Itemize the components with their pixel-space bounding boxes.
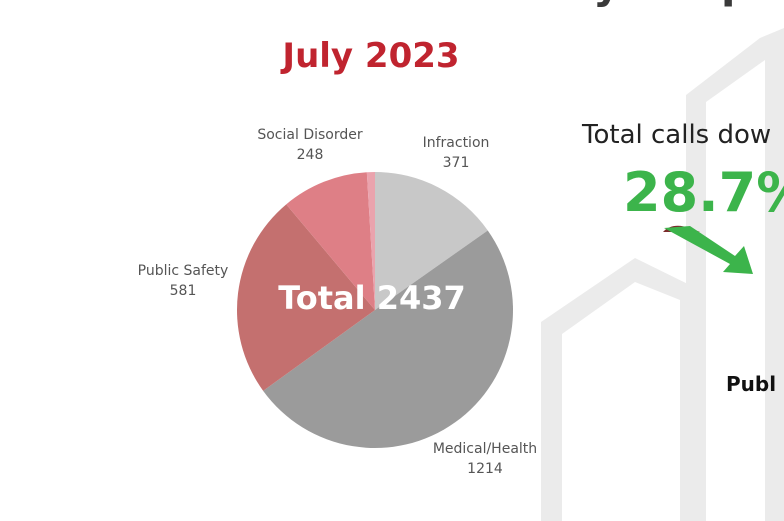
background-buildings bbox=[541, 28, 784, 521]
down-arrow bbox=[663, 225, 753, 274]
title: Calls for Downtown Safety Resp bbox=[0, 0, 751, 8]
building-outline bbox=[686, 28, 784, 521]
building-outline bbox=[541, 258, 700, 521]
slice-value: 1214 bbox=[467, 461, 503, 477]
slice-value: 371 bbox=[443, 155, 470, 171]
pie-slice bbox=[236, 204, 375, 391]
slice-label: Public Safety bbox=[138, 263, 229, 279]
callout-change: 28.7% bbox=[623, 161, 784, 224]
callout-footer: Publ bbox=[726, 372, 776, 396]
center-label: Total 2437 bbox=[278, 279, 466, 317]
pie-slice bbox=[263, 230, 514, 449]
pie-slice bbox=[375, 172, 488, 310]
pie-slice bbox=[286, 172, 375, 310]
arrow bbox=[664, 226, 753, 274]
pie-slice bbox=[366, 172, 375, 310]
slice-label: Infraction bbox=[423, 135, 490, 151]
slice-value: 581 bbox=[170, 283, 197, 299]
callout-text: Total calls dow bbox=[581, 120, 771, 150]
subtitle: July 2023 bbox=[280, 36, 459, 76]
pie bbox=[236, 172, 514, 449]
slice-label: Medical/Health bbox=[433, 441, 537, 457]
slice-value: 248 bbox=[297, 147, 324, 163]
slice-label: Social Disorder bbox=[257, 127, 362, 143]
